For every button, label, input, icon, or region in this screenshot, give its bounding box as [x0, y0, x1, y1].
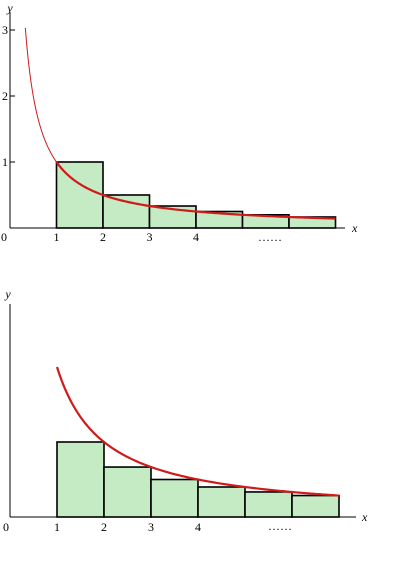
- curve-segment-steep: [24, 27, 57, 163]
- x-tick-label: 4: [193, 230, 199, 244]
- bar-6: [291, 494, 340, 518]
- bar-1: [55, 161, 104, 229]
- x-tick-label: 3: [148, 520, 154, 534]
- x-tick-label: 2: [101, 520, 107, 534]
- y-tick-label: 1: [2, 155, 8, 169]
- ellipsis-label: ……: [258, 230, 282, 244]
- origin-label: 0: [3, 520, 9, 534]
- ellipsis-label: ……: [268, 519, 292, 533]
- bar-2: [103, 466, 152, 518]
- x-tick-label: 1: [54, 520, 60, 534]
- y-axis-label: y: [4, 287, 11, 301]
- bar-4: [197, 486, 246, 518]
- origin-label: 0: [1, 230, 7, 244]
- chart-panel-2: 1 2 3 4 0 …… x y: [3, 287, 368, 534]
- y-tick-label: 3: [2, 23, 8, 37]
- bar-3: [150, 478, 199, 518]
- y-tick-label: 2: [2, 89, 8, 103]
- x-axis-label: x: [351, 221, 358, 235]
- curve-line: [55, 161, 336, 220]
- x-tick-label: 2: [100, 230, 106, 244]
- bar-2: [102, 194, 151, 229]
- x-tick-label: 3: [147, 230, 153, 244]
- x-tick-label: 4: [195, 520, 201, 534]
- x-axis-label: x: [361, 510, 368, 524]
- y-axis-label: y: [6, 1, 13, 15]
- curve-line: [55, 366, 340, 497]
- bar-1: [56, 441, 105, 518]
- chart-panel-1: 1 2 3 1 2 3 4 0 …… x y: [1, 1, 358, 244]
- x-tick-label: 1: [54, 230, 60, 244]
- bar-5: [244, 491, 293, 518]
